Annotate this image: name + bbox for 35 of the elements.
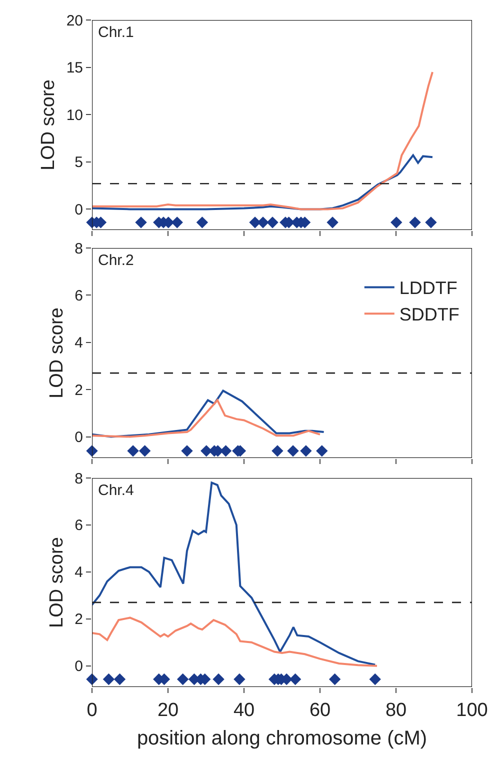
y-tick-label: 20 (66, 12, 83, 30)
x-tick-label: 60 (309, 700, 331, 721)
annotation: Chr.2 (98, 252, 134, 269)
y-tick-label: 2 (74, 382, 83, 399)
y-tick-label: 15 (66, 60, 83, 77)
y-tick-label: 5 (74, 154, 83, 172)
y-tick-label: 0 (74, 658, 83, 676)
annotation: Chr.4 (98, 482, 134, 499)
y-tick-label: 10 (66, 106, 83, 124)
y-tick-label: 4 (74, 334, 83, 352)
line-series (92, 482, 376, 666)
x-tick-label: 100 (456, 700, 488, 721)
y-axis-title: LOD score (46, 537, 68, 628)
line-series (92, 154, 434, 210)
x-tick-label: 40 (233, 700, 255, 721)
y-tick-label: 6 (74, 287, 83, 304)
y-tick-label: 2 (74, 611, 83, 628)
y-tick-label: 8 (74, 470, 83, 488)
y-tick-label: 8 (74, 240, 83, 258)
y-tick-label: 4 (74, 564, 83, 582)
y-axis-title: LOD score (46, 308, 68, 398)
line-series (92, 616, 378, 667)
legend-label: SDDTF (399, 304, 460, 325)
legend-label: LDDTF (399, 278, 458, 298)
x-axis-title: position along chromosome (cM) (136, 727, 428, 750)
annotation: Chr.1 (98, 24, 134, 41)
line-series (92, 390, 325, 438)
x-tick-label: 20 (157, 700, 179, 721)
y-axis-title: LOD score (38, 80, 60, 170)
line-series (92, 71, 434, 210)
x-tick-label: 80 (385, 700, 407, 721)
y-tick-label: 0 (74, 201, 83, 218)
y-tick-label: 6 (74, 517, 83, 534)
y-tick-label: 0 (74, 429, 83, 446)
line-series (92, 399, 321, 438)
